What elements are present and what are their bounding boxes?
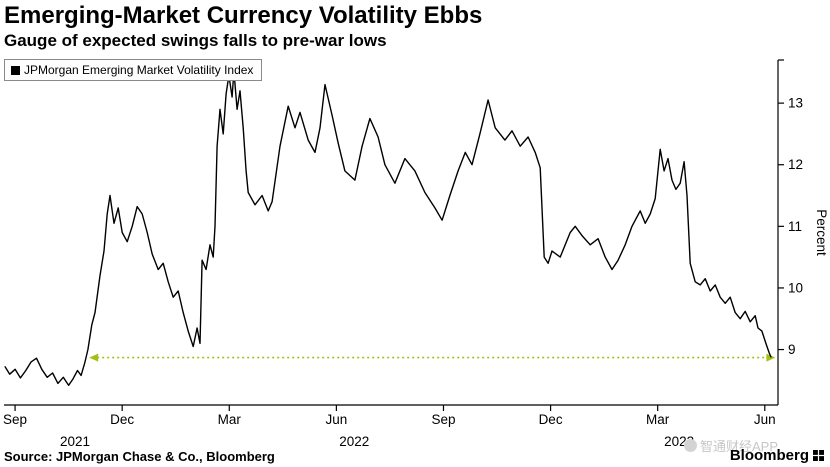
x-tick-label: Sep bbox=[3, 412, 27, 427]
watermark-text: 智通财经APP bbox=[699, 439, 778, 454]
x-tick-label: Mar bbox=[646, 412, 670, 427]
watermark-logo-icon bbox=[683, 439, 697, 452]
source-note: Source: JPMorgan Chase & Co., Bloomberg bbox=[4, 449, 275, 464]
y-tick-label: 10 bbox=[788, 280, 803, 295]
y-tick-label: 11 bbox=[788, 219, 802, 234]
y-tick-label: 9 bbox=[788, 342, 796, 357]
legend-swatch bbox=[11, 65, 20, 75]
chart-subtitle: Gauge of expected swings falls to pre-wa… bbox=[4, 31, 387, 50]
x-tick-label: Sep bbox=[431, 412, 455, 427]
x-tick-label: Dec bbox=[539, 412, 563, 427]
x-year-label: 2021 bbox=[60, 434, 90, 449]
y-tick-label: 12 bbox=[788, 157, 803, 172]
x-year-label: 2022 bbox=[339, 434, 369, 449]
x-tick-label: Jun bbox=[325, 412, 347, 427]
bloomberg-logo: Bloomberg bbox=[730, 447, 824, 464]
y-tick-label: 13 bbox=[788, 96, 803, 111]
x-tick-label: Jun bbox=[754, 412, 776, 427]
bloomberg-wordmark: Bloomberg bbox=[729, 447, 809, 464]
watermark: 智通财经APP bbox=[683, 436, 778, 455]
bloomberg-terminal-icon bbox=[813, 450, 824, 461]
volatility-series-line bbox=[4, 70, 772, 386]
legend-label: JPMorgan Emerging Market Volatility Inde… bbox=[24, 63, 254, 77]
x-tick-label: Mar bbox=[218, 412, 242, 427]
reference-arrow-left bbox=[89, 353, 99, 362]
y-axis-title: Percent bbox=[814, 209, 829, 256]
x-tick-label: Dec bbox=[110, 412, 134, 427]
legend: JPMorgan Emerging Market Volatility Inde… bbox=[4, 59, 263, 81]
chart-title: Emerging-Market Currency Volatility Ebbs bbox=[4, 2, 483, 29]
